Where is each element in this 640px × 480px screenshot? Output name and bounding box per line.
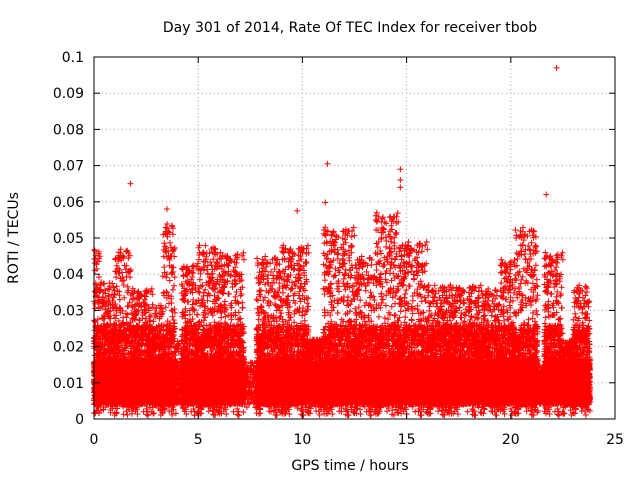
roti-scatter-chart: 0 5 10 15 20 25 00.010.020.030.040.050.060.07… <box>0 0 640 480</box>
scatter-point <box>92 248 98 254</box>
data-points <box>91 65 593 418</box>
